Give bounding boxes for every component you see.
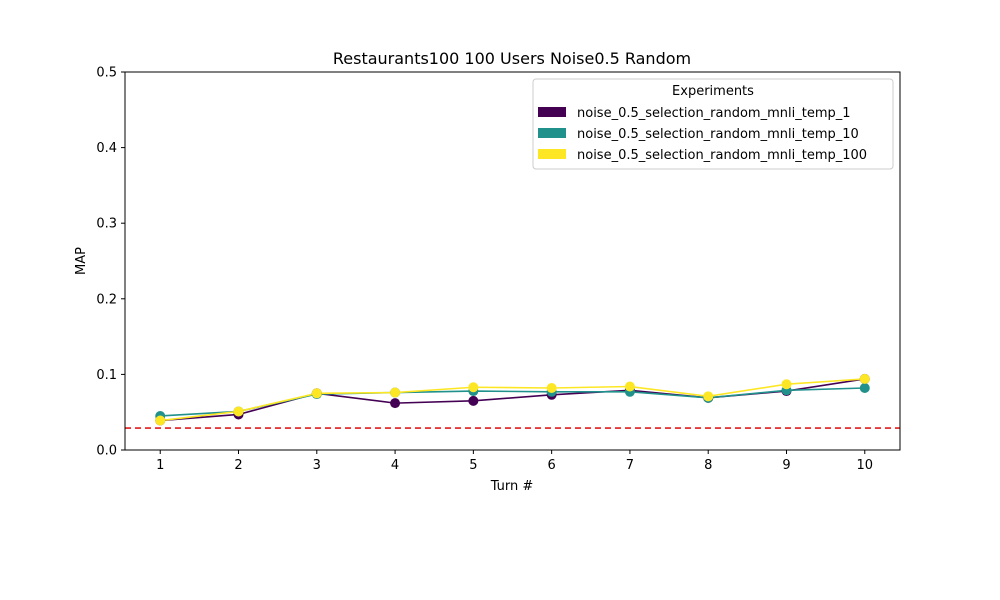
data-point-series-3 bbox=[390, 387, 401, 398]
y-tick-label: 0.5 bbox=[96, 66, 117, 81]
y-tick-label: 0.3 bbox=[96, 217, 117, 232]
y-tick-label: 0.1 bbox=[96, 368, 117, 383]
legend-label-3: noise_0.5_selection_random_mnli_temp_100 bbox=[577, 148, 867, 163]
x-tick-label: 6 bbox=[548, 458, 556, 473]
data-point-series-3 bbox=[468, 382, 479, 393]
chart-title: Restaurants100 100 Users Noise0.5 Random bbox=[333, 49, 691, 68]
x-tick-label: 10 bbox=[856, 458, 873, 473]
y-axis-title: MAP bbox=[74, 247, 89, 275]
legend-box bbox=[532, 78, 894, 170]
legend-label-1: noise_0.5_selection_random_mnli_temp_1 bbox=[577, 106, 851, 121]
legend-title: Experiments bbox=[672, 84, 754, 99]
x-tick-label: 1 bbox=[156, 458, 164, 473]
x-tick-label: 9 bbox=[782, 458, 790, 473]
legend-swatch-2 bbox=[538, 128, 566, 138]
data-point-series-1 bbox=[390, 398, 401, 409]
x-tick-label: 3 bbox=[313, 458, 321, 473]
data-point-series-3 bbox=[233, 406, 244, 417]
plot-area: 1 2 3 4 5 6 7 8 9 10 0.0 0.1 0.2 0.3 0.4 0.5 bbox=[96, 66, 901, 473]
data-point-series-3 bbox=[155, 415, 166, 426]
series-line-3 bbox=[160, 378, 865, 422]
data-point-series-3 bbox=[859, 373, 870, 384]
legend-label-2: noise_0.5_selection_random_mnli_temp_10 bbox=[577, 127, 859, 142]
data-point-series-2 bbox=[859, 383, 870, 394]
data-point-series-3 bbox=[781, 379, 792, 390]
y-tick-label: 0.2 bbox=[96, 292, 117, 307]
legend-swatch-1 bbox=[538, 107, 566, 117]
x-tick-label: 4 bbox=[391, 458, 399, 473]
data-point-series-3 bbox=[546, 383, 557, 394]
x-tick-label: 2 bbox=[234, 458, 242, 473]
data-point-series-1 bbox=[468, 395, 479, 406]
legend: Experiments noise_0.5_selection_random_mn… bbox=[532, 78, 894, 170]
legend-swatch-3 bbox=[538, 149, 566, 159]
plot-frame bbox=[124, 71, 901, 451]
x-tick-label: 7 bbox=[626, 458, 634, 473]
data-point-series-3 bbox=[703, 391, 714, 402]
x-tick-label: 5 bbox=[469, 458, 477, 473]
y-tick-label: 0.4 bbox=[96, 141, 117, 156]
x-tick-label: 8 bbox=[704, 458, 712, 473]
data-point-series-3 bbox=[311, 388, 322, 399]
data-point-series-3 bbox=[624, 381, 635, 392]
x-axis-title: Turn # bbox=[490, 479, 534, 494]
y-tick-label: 0.0 bbox=[96, 444, 117, 459]
